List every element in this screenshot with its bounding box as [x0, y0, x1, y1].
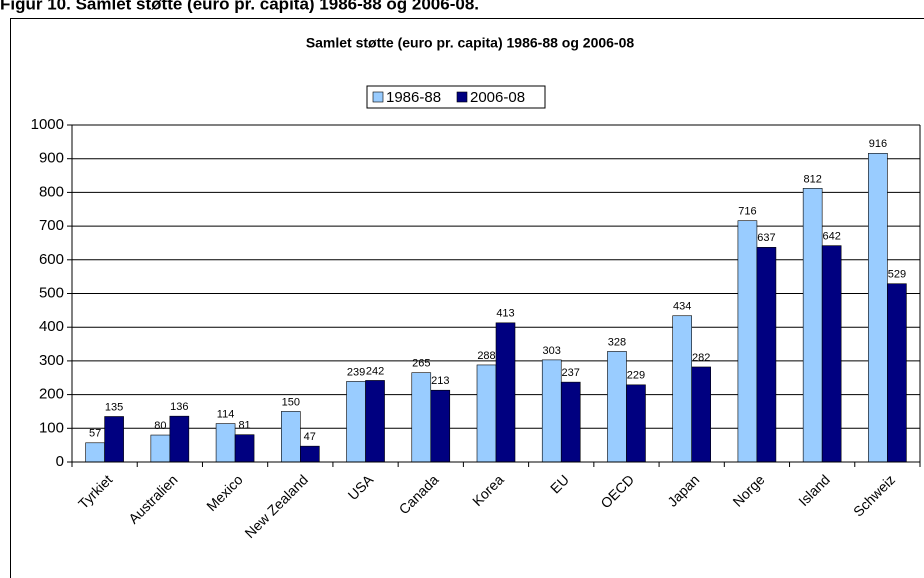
bar — [868, 153, 888, 463]
legend-label: 2006-08 — [470, 89, 525, 106]
bar — [802, 188, 823, 463]
legend-box — [366, 85, 546, 109]
data-label: 265 — [412, 358, 430, 370]
data-label: 529 — [888, 269, 906, 281]
data-label: 812 — [803, 173, 821, 185]
bar — [672, 315, 692, 463]
data-label: 288 — [477, 350, 495, 362]
bar — [346, 381, 366, 463]
data-label: 642 — [822, 231, 840, 243]
bar — [476, 364, 497, 463]
legend-swatch — [456, 91, 468, 103]
data-label: 434 — [673, 301, 691, 313]
bar — [737, 220, 758, 463]
y-tick-label: 900 — [39, 150, 64, 167]
bar — [85, 442, 105, 463]
data-label: 413 — [496, 308, 514, 320]
data-label: 150 — [282, 396, 300, 408]
data-label: 47 — [304, 431, 316, 443]
heading: Figur 10. Samlet støtte (euro pr. capita… — [0, 0, 479, 13]
chart-title: Samlet støtte (euro pr. capita) 1986-88 … — [306, 35, 635, 51]
data-label: 136 — [170, 401, 188, 413]
bar — [756, 247, 777, 463]
y-tick-label: 200 — [39, 386, 64, 403]
data-label: 328 — [608, 336, 626, 348]
bar — [560, 381, 581, 463]
data-label: 916 — [869, 138, 887, 150]
bar — [300, 445, 320, 463]
bar — [169, 415, 190, 463]
y-tick-label: 800 — [39, 183, 64, 200]
data-label: 81 — [238, 420, 250, 432]
data-label: 303 — [543, 345, 561, 357]
y-tick-label: 400 — [39, 318, 64, 335]
data-label: 637 — [757, 232, 775, 244]
y-tick-label: 600 — [39, 251, 64, 268]
y-tick-label: 1000 — [31, 116, 64, 133]
y-tick-label: 500 — [39, 284, 64, 301]
bar — [626, 384, 646, 463]
data-label: 213 — [431, 375, 449, 387]
bar — [150, 434, 171, 463]
bar — [887, 283, 907, 463]
data-label: 239 — [347, 366, 365, 378]
y-tick-label: 0 — [56, 453, 64, 470]
data-label: 237 — [562, 367, 580, 379]
data-label: 229 — [627, 370, 645, 382]
data-label: 57 — [89, 428, 101, 440]
y-tick-label: 300 — [39, 352, 64, 369]
bar — [541, 359, 562, 463]
bar — [821, 245, 842, 463]
bar — [607, 351, 627, 463]
bar — [691, 366, 711, 463]
bar — [430, 389, 451, 463]
legend-label: 1986-88 — [386, 89, 441, 106]
bar — [365, 380, 385, 463]
bar — [281, 411, 301, 463]
bar — [411, 372, 432, 463]
data-label: 80 — [154, 420, 166, 432]
bar — [215, 423, 236, 463]
legend-swatch — [372, 91, 384, 103]
bar — [495, 322, 516, 463]
bar — [104, 416, 124, 463]
y-tick-label: 100 — [39, 419, 64, 436]
data-label: 135 — [105, 401, 123, 413]
data-label: 282 — [692, 352, 710, 364]
y-tick-label: 700 — [39, 217, 64, 234]
data-label: 716 — [738, 206, 756, 218]
data-label: 242 — [366, 365, 384, 377]
data-label: 114 — [217, 408, 235, 420]
bar — [234, 434, 255, 463]
